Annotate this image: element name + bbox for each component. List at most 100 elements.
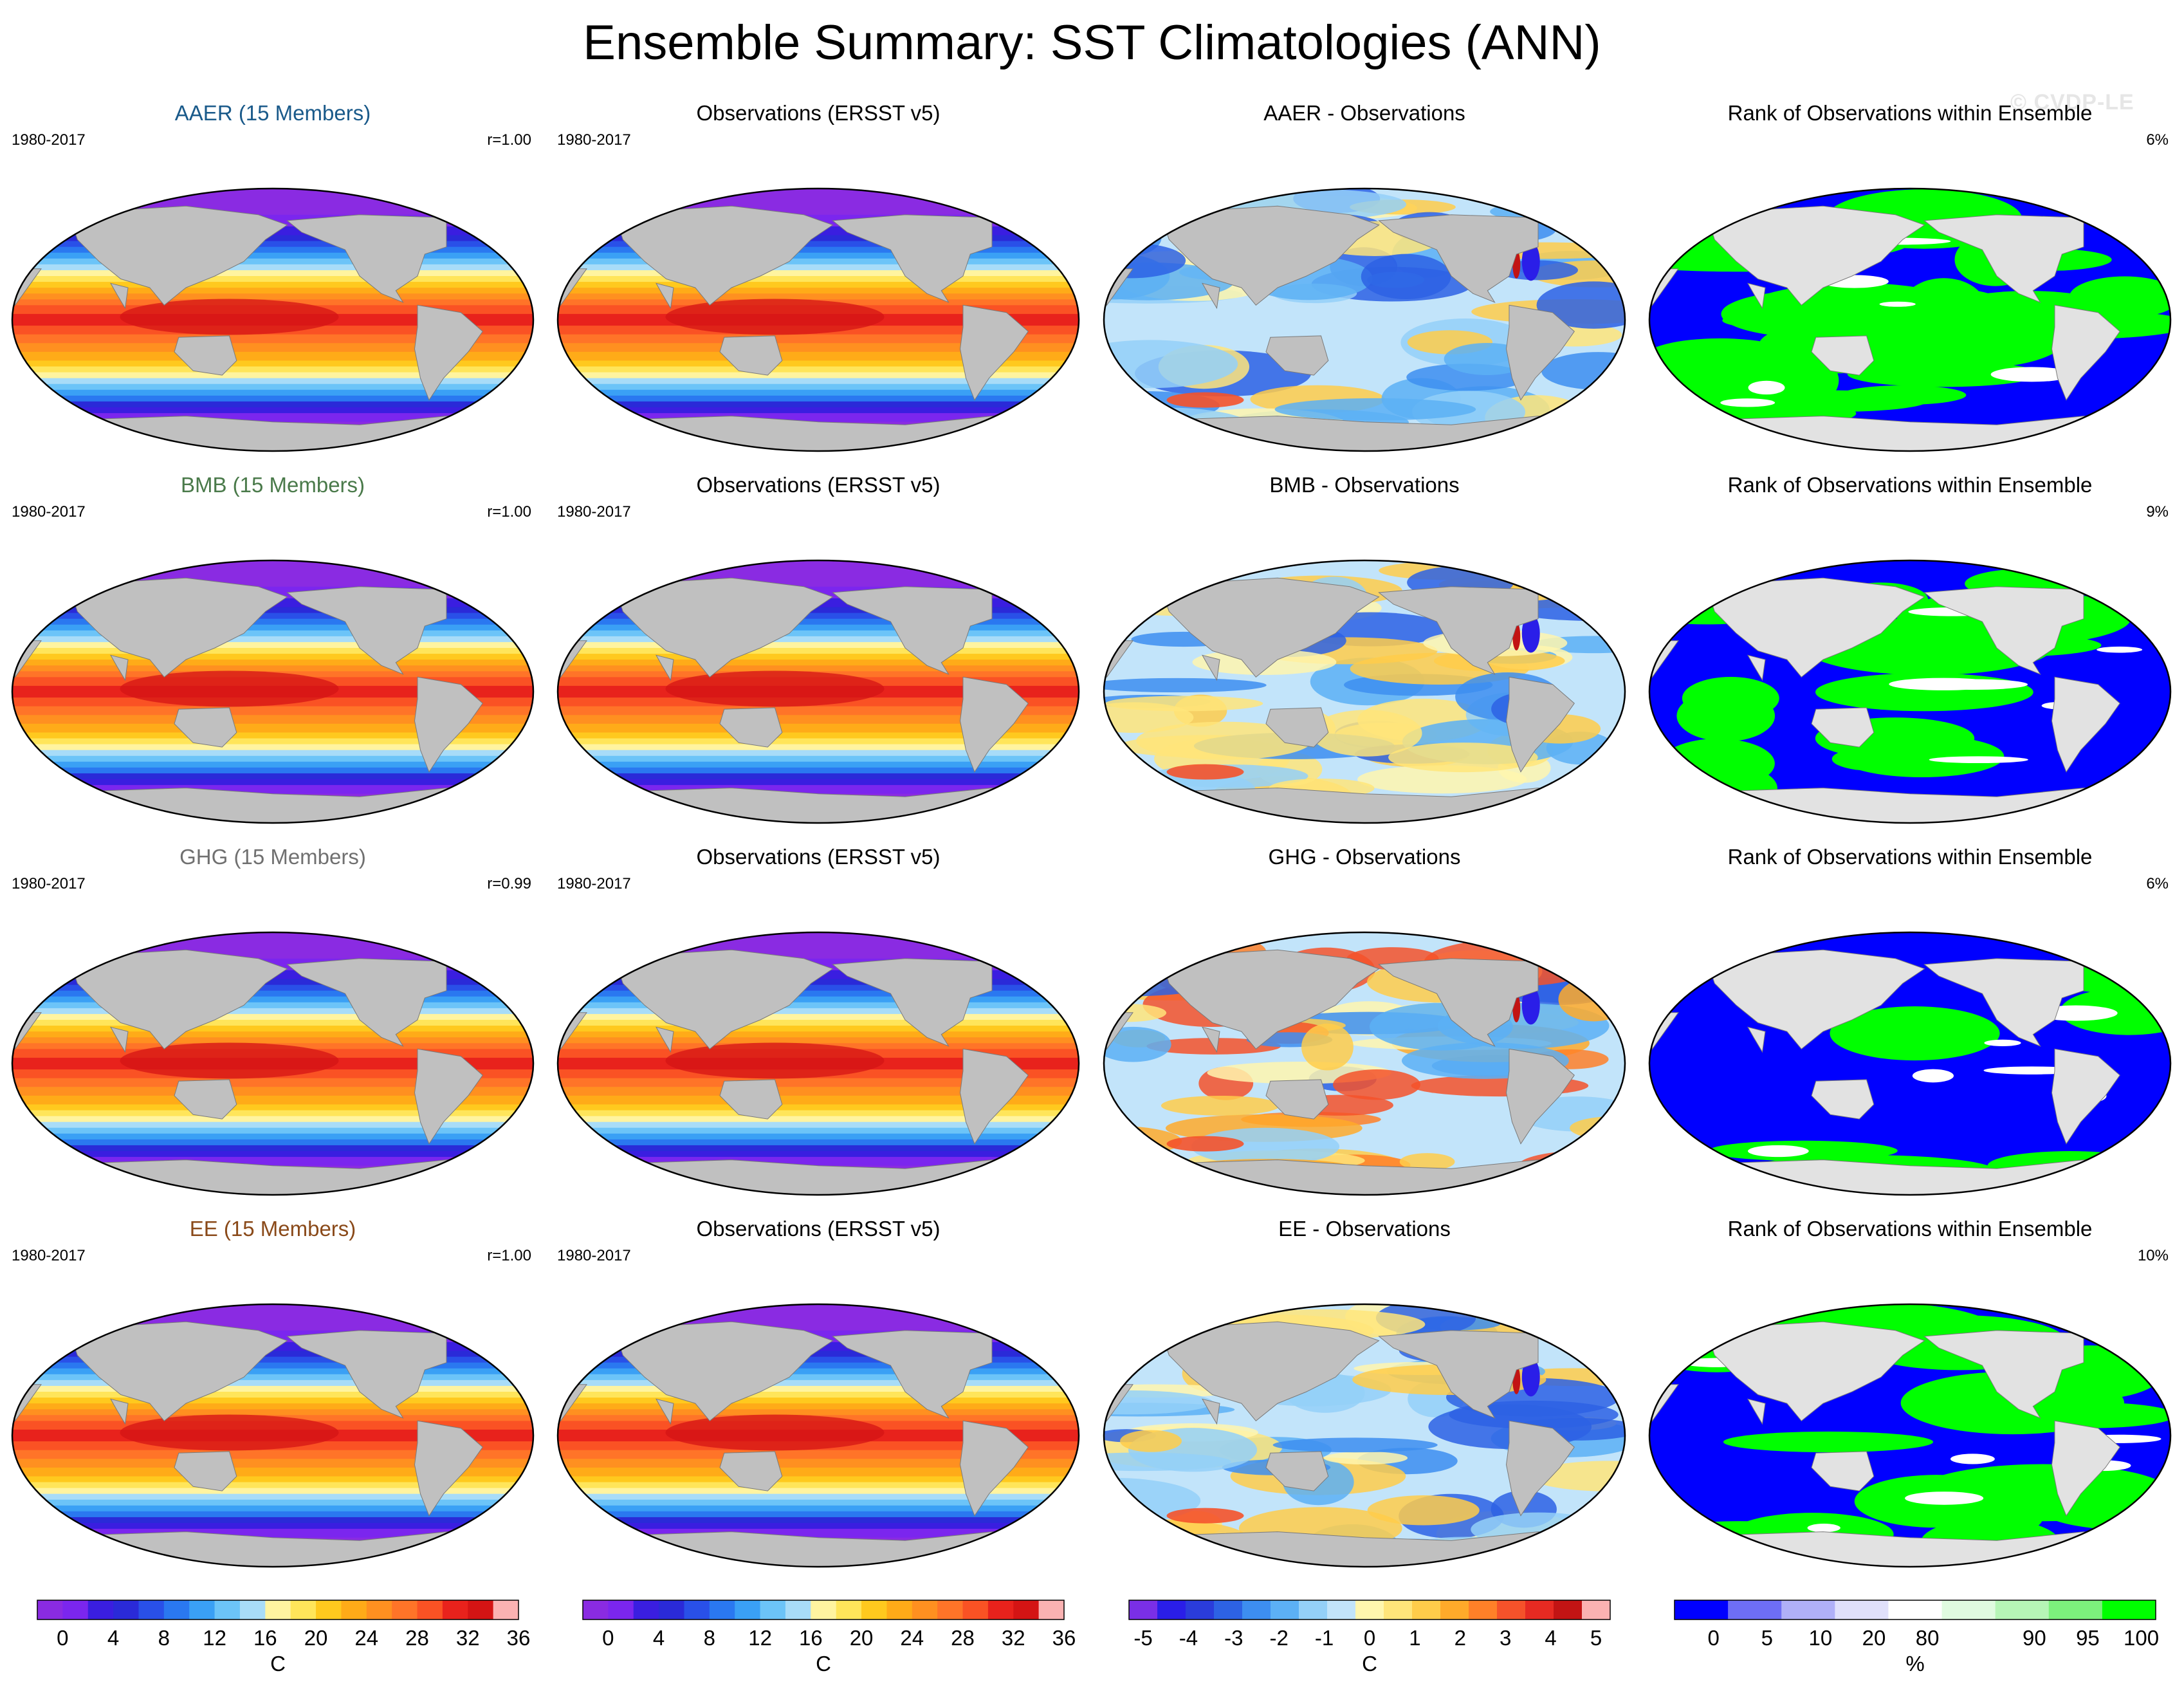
- colorbar-swatch: [366, 1600, 392, 1620]
- india-icon: [1747, 654, 1766, 681]
- globe-outline: [1103, 931, 1626, 1196]
- colorbar-swatch: [861, 1600, 887, 1620]
- sst-band: [558, 252, 1079, 259]
- sst-band: [558, 607, 1079, 614]
- colorbar-tick-label: 5: [1761, 1626, 1773, 1650]
- warm-pool: [120, 670, 339, 707]
- panel-diff-ghg: GHG - Observations: [1092, 839, 1637, 1211]
- sst-band: [558, 755, 1079, 762]
- sst-band: [558, 1031, 1079, 1038]
- colorbar-swatch: [811, 1600, 837, 1620]
- sst-band: [12, 630, 533, 637]
- rank-high-region: [1840, 385, 1967, 405]
- globe-outline: [1103, 559, 1626, 824]
- rank-mid-region: [1879, 301, 1916, 307]
- south-america-icon: [959, 1420, 1029, 1517]
- sst-band: [558, 1385, 1079, 1392]
- colorbar-swatch: [468, 1600, 494, 1620]
- map-model: [11, 559, 535, 824]
- colorbar-tick-label: -4: [1179, 1626, 1198, 1650]
- sst-band: [12, 351, 533, 362]
- colorbar-tick-label: 16: [253, 1626, 277, 1650]
- sst-band: [12, 996, 533, 1003]
- india-icon: [655, 654, 674, 681]
- colorbar-sst-obs: 0 4 8 12 16 20 24 28 32 36 C: [546, 1599, 1091, 1689]
- sst-band: [12, 1037, 533, 1044]
- period-label: 1980-2017: [12, 1247, 86, 1264]
- sst-band: [558, 270, 1079, 277]
- correlation-label: r=1.00: [487, 131, 531, 149]
- sst-band: [558, 773, 1079, 780]
- sst-band: [558, 407, 1079, 414]
- map-fill: [1649, 189, 2170, 451]
- australia-icon: [1811, 335, 1875, 376]
- sst-band: [558, 723, 1079, 734]
- southern-ocean-anomaly: [1166, 1508, 1244, 1524]
- panel-title: Rank of Observations within Ensemble: [1727, 473, 2093, 497]
- sst-band: [12, 235, 533, 242]
- sst-band: [12, 1013, 533, 1020]
- colorbar-tick-label: 0: [602, 1626, 614, 1650]
- map-diff: [1103, 1303, 1626, 1568]
- sst-band: [12, 767, 533, 774]
- sst-band: [558, 378, 1079, 385]
- cool-anomaly: [1541, 352, 1625, 390]
- rank-mid-region: [1720, 398, 1776, 407]
- colorbar-swatch: [341, 1600, 367, 1620]
- sst-band: [558, 1362, 1079, 1369]
- warm-anomaly: [1161, 1095, 1280, 1116]
- sst-band: [12, 1304, 533, 1331]
- sst-band: [12, 1031, 533, 1038]
- gulf-stream-anomaly: [1521, 614, 1540, 653]
- map-fill: [1104, 932, 1625, 1195]
- colorbar-border: [1674, 1600, 2156, 1620]
- sst-band: [558, 738, 1079, 745]
- warm-anomaly: [1324, 1451, 1408, 1465]
- india-icon: [655, 1398, 674, 1425]
- asia-icon: [1707, 949, 1925, 1049]
- india-icon: [109, 1026, 129, 1053]
- colorbar-border: [37, 1600, 519, 1620]
- sst-band: [12, 389, 533, 396]
- india-icon: [1747, 1026, 1766, 1053]
- sst-band: [558, 343, 1079, 353]
- globe-outline: [11, 1303, 535, 1568]
- warm-pool: [665, 1042, 885, 1079]
- australia-icon: [1811, 707, 1875, 748]
- sst-band: [558, 282, 1079, 289]
- colorbar-tick-label: 0: [1707, 1626, 1720, 1650]
- colorbar-swatch: [2048, 1600, 2103, 1620]
- warm-anomaly: [1367, 1495, 1480, 1526]
- colorbar-tick-label: 16: [798, 1626, 823, 1650]
- sst-band: [558, 1356, 1079, 1363]
- panel-diff-bmb: BMB - Observations: [1092, 467, 1637, 839]
- gulf-stream-anomaly: [1521, 242, 1540, 281]
- map-model: [11, 1303, 535, 1568]
- sst-band: [558, 1008, 1079, 1015]
- australia-icon: [174, 1451, 237, 1491]
- colorbar-swatch: [1525, 1600, 1554, 1620]
- colorbar-tick-label: 8: [158, 1626, 170, 1650]
- warm-anomaly: [1529, 1461, 1625, 1491]
- map-rank: [1648, 559, 2172, 824]
- panel-obs-aaer: Observations (ERSST v5) 1980-2017: [546, 95, 1091, 467]
- map-obs: [556, 1303, 1080, 1568]
- map-rank: [1648, 931, 2172, 1196]
- asia-icon: [615, 577, 834, 678]
- cool-anomaly: [1274, 398, 1476, 421]
- warm-pool: [665, 1414, 885, 1451]
- map-fill: [558, 560, 1079, 823]
- panel-model-ee: EE (15 Members) 1980-2017 r=1.00: [0, 1211, 546, 1583]
- panel-title: EE (15 Members): [189, 1217, 356, 1241]
- sst-band: [12, 715, 533, 725]
- cool-anomaly: [1272, 1437, 1438, 1453]
- sst-band: [558, 706, 1079, 716]
- sst-band: [12, 738, 533, 745]
- asia-icon: [1161, 205, 1380, 306]
- colorbar-tick-label: 32: [455, 1626, 480, 1650]
- sst-band: [12, 189, 533, 216]
- colorbar-tick-label: 28: [951, 1626, 975, 1650]
- sst-band: [558, 1529, 1079, 1538]
- sst-band: [558, 660, 1079, 667]
- australia-icon: [719, 1079, 783, 1120]
